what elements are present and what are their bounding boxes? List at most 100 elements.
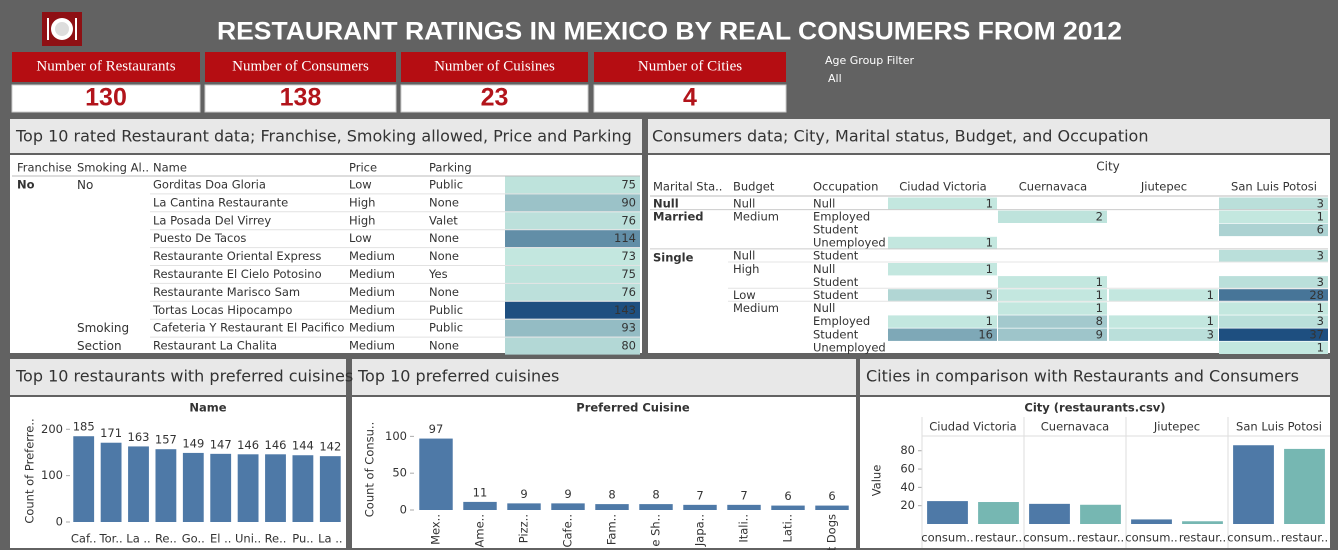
bar <box>155 449 177 522</box>
kpi-value: 138 <box>280 84 322 112</box>
bar <box>463 501 497 510</box>
city-header: Cuernavaca <box>1019 180 1087 194</box>
bar <box>1029 503 1070 524</box>
count: 1 <box>1207 314 1214 328</box>
value-label: 185 <box>73 420 95 434</box>
x-tick-label: Cafe.. <box>561 514 575 548</box>
value-label: 6 <box>828 489 835 503</box>
panel-header <box>860 359 1330 395</box>
y-axis-title: Value <box>870 465 884 497</box>
occupation: Unemployed <box>813 340 886 354</box>
rating: 75 <box>621 178 636 192</box>
value-label: 146 <box>265 438 287 452</box>
kpi-label: Number of Cities <box>638 58 742 74</box>
x-tick-label: consum.. <box>1227 531 1279 545</box>
count: 1 <box>986 314 993 328</box>
name: La Posada Del Virrey <box>153 213 271 227</box>
x-tick-label: Go.. <box>182 532 205 546</box>
x-tick-label: Hot Dogs <box>825 514 839 550</box>
count-cell <box>888 328 997 341</box>
bar <box>727 504 761 510</box>
occupation: Student <box>813 275 859 289</box>
column-header: Budget <box>733 180 775 194</box>
x-tick-label: Japa.. <box>693 514 707 547</box>
bar <box>1233 445 1274 524</box>
parking: Public <box>429 178 463 192</box>
rating-cell <box>505 319 640 337</box>
rating-cell <box>505 266 640 283</box>
bar <box>1182 521 1223 524</box>
count: 3 <box>1317 275 1324 289</box>
count: 1 <box>1096 301 1103 315</box>
x-tick-label: restaur.. <box>1179 531 1226 545</box>
filter-label[interactable]: Age Group Filter <box>825 54 914 67</box>
x-tick-label: restaur.. <box>1077 531 1124 545</box>
bar <box>1131 519 1172 524</box>
name: Restaurante Oriental Express <box>153 249 321 263</box>
kpi-label: Number of Cuisines <box>434 58 555 74</box>
count: 1 <box>1317 209 1324 223</box>
count: 9 <box>1096 327 1103 341</box>
count: 3 <box>1207 327 1214 341</box>
kpi-value: 23 <box>481 84 509 112</box>
rating: 73 <box>621 249 636 263</box>
count: 37 <box>1309 327 1324 341</box>
y-tick-label: 0 <box>56 515 63 529</box>
kpi-value-box <box>204 84 397 113</box>
panel-title: Top 10 rated Restaurant data; Franchise,… <box>15 127 632 146</box>
rating-cell <box>505 176 640 194</box>
kpi-label-box <box>401 52 588 82</box>
value-label: 157 <box>155 433 177 447</box>
column-header: Franchise <box>17 161 72 175</box>
kpi-value-box <box>400 84 589 113</box>
rating-cell <box>505 194 640 212</box>
bar <box>100 442 122 522</box>
occupation: Null <box>813 262 835 276</box>
smoking-cell: Smoking Section <box>77 321 129 353</box>
price: Medium <box>349 303 395 317</box>
count-cell <box>1219 197 1328 210</box>
column-header: Name <box>153 161 187 175</box>
rating: 114 <box>614 231 636 245</box>
franchise: No <box>17 178 35 192</box>
count-cell <box>998 302 1107 315</box>
y-tick-label: 60 <box>900 462 915 476</box>
bar <box>815 505 849 510</box>
bar <box>1080 504 1121 524</box>
count-cell <box>1219 328 1328 341</box>
x-tick-label: consum.. <box>1125 531 1177 545</box>
value-label: 6 <box>784 489 791 503</box>
column-header: Smoking Al.. <box>77 161 149 175</box>
bar <box>507 503 541 510</box>
price: High <box>349 195 375 209</box>
count-cell <box>888 197 997 210</box>
city-header: San Luis Potosi <box>1231 180 1317 194</box>
dashboard-title: RESTAURANT RATINGS IN MEXICO BY REAL CON… <box>217 18 1122 46</box>
rating-cell <box>505 230 640 248</box>
count: 16 <box>978 327 993 341</box>
bar <box>771 505 805 510</box>
rating: 90 <box>621 195 636 209</box>
kpi-label: Number of Consumers <box>232 58 369 74</box>
count: 28 <box>1309 288 1324 302</box>
name: Restaurante Marisco Sam <box>153 285 300 299</box>
x-tick-label: Fam.. <box>605 514 619 545</box>
value-label: 147 <box>210 437 232 451</box>
count-cell <box>1109 289 1218 302</box>
y-axis-title: Count of Consu.. <box>363 422 377 518</box>
facet-label: Ciudad Victoria <box>929 420 1016 434</box>
bar <box>210 453 232 522</box>
occupation: Unemployed <box>813 236 886 250</box>
parking: None <box>429 339 459 353</box>
city-header: Ciudad Victoria <box>899 180 986 194</box>
value-label: 8 <box>608 488 615 502</box>
count-cell <box>1219 302 1328 315</box>
panel-title: Cities in comparison with Restaurants an… <box>866 367 1299 386</box>
panel-body <box>10 397 346 548</box>
parking: None <box>429 195 459 209</box>
count: 3 <box>1317 249 1324 263</box>
filter-value[interactable]: All <box>828 72 842 85</box>
price: Medium <box>349 339 395 353</box>
logo-plate-inner <box>55 22 69 36</box>
